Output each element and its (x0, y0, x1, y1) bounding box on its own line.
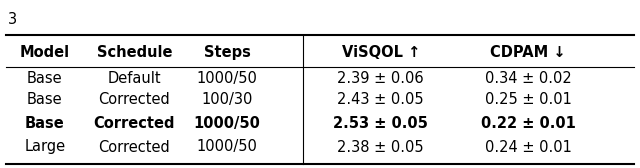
Text: Corrected: Corrected (99, 139, 170, 155)
Text: Default: Default (108, 71, 161, 86)
Text: 1000/50: 1000/50 (196, 71, 258, 86)
Text: Schedule: Schedule (97, 45, 172, 60)
Text: Base: Base (27, 71, 63, 86)
Text: 2.39 ± 0.06: 2.39 ± 0.06 (337, 71, 424, 86)
Text: CDPAM ↓: CDPAM ↓ (490, 45, 566, 60)
Text: Base: Base (25, 116, 65, 131)
Text: Steps: Steps (204, 45, 251, 60)
Text: 0.25 ± 0.01: 0.25 ± 0.01 (484, 92, 572, 108)
Text: ViSQOL ↑: ViSQOL ↑ (342, 45, 420, 60)
Text: Large: Large (24, 139, 65, 155)
Text: 2.53 ± 0.05: 2.53 ± 0.05 (333, 116, 428, 131)
Text: 100/30: 100/30 (202, 92, 253, 108)
Text: 2.38 ± 0.05: 2.38 ± 0.05 (337, 139, 424, 155)
Text: Base: Base (27, 92, 63, 108)
Text: 1000/50: 1000/50 (194, 116, 260, 131)
Text: Model: Model (20, 45, 70, 60)
Text: 0.24 ± 0.01: 0.24 ± 0.01 (484, 139, 572, 155)
Text: 3: 3 (8, 12, 17, 27)
Text: 0.34 ± 0.02: 0.34 ± 0.02 (484, 71, 572, 86)
Text: 0.22 ± 0.01: 0.22 ± 0.01 (481, 116, 575, 131)
Text: 2.43 ± 0.05: 2.43 ± 0.05 (337, 92, 424, 108)
Text: Corrected: Corrected (93, 116, 175, 131)
Text: 1000/50: 1000/50 (196, 139, 258, 155)
Text: Corrected: Corrected (99, 92, 170, 108)
